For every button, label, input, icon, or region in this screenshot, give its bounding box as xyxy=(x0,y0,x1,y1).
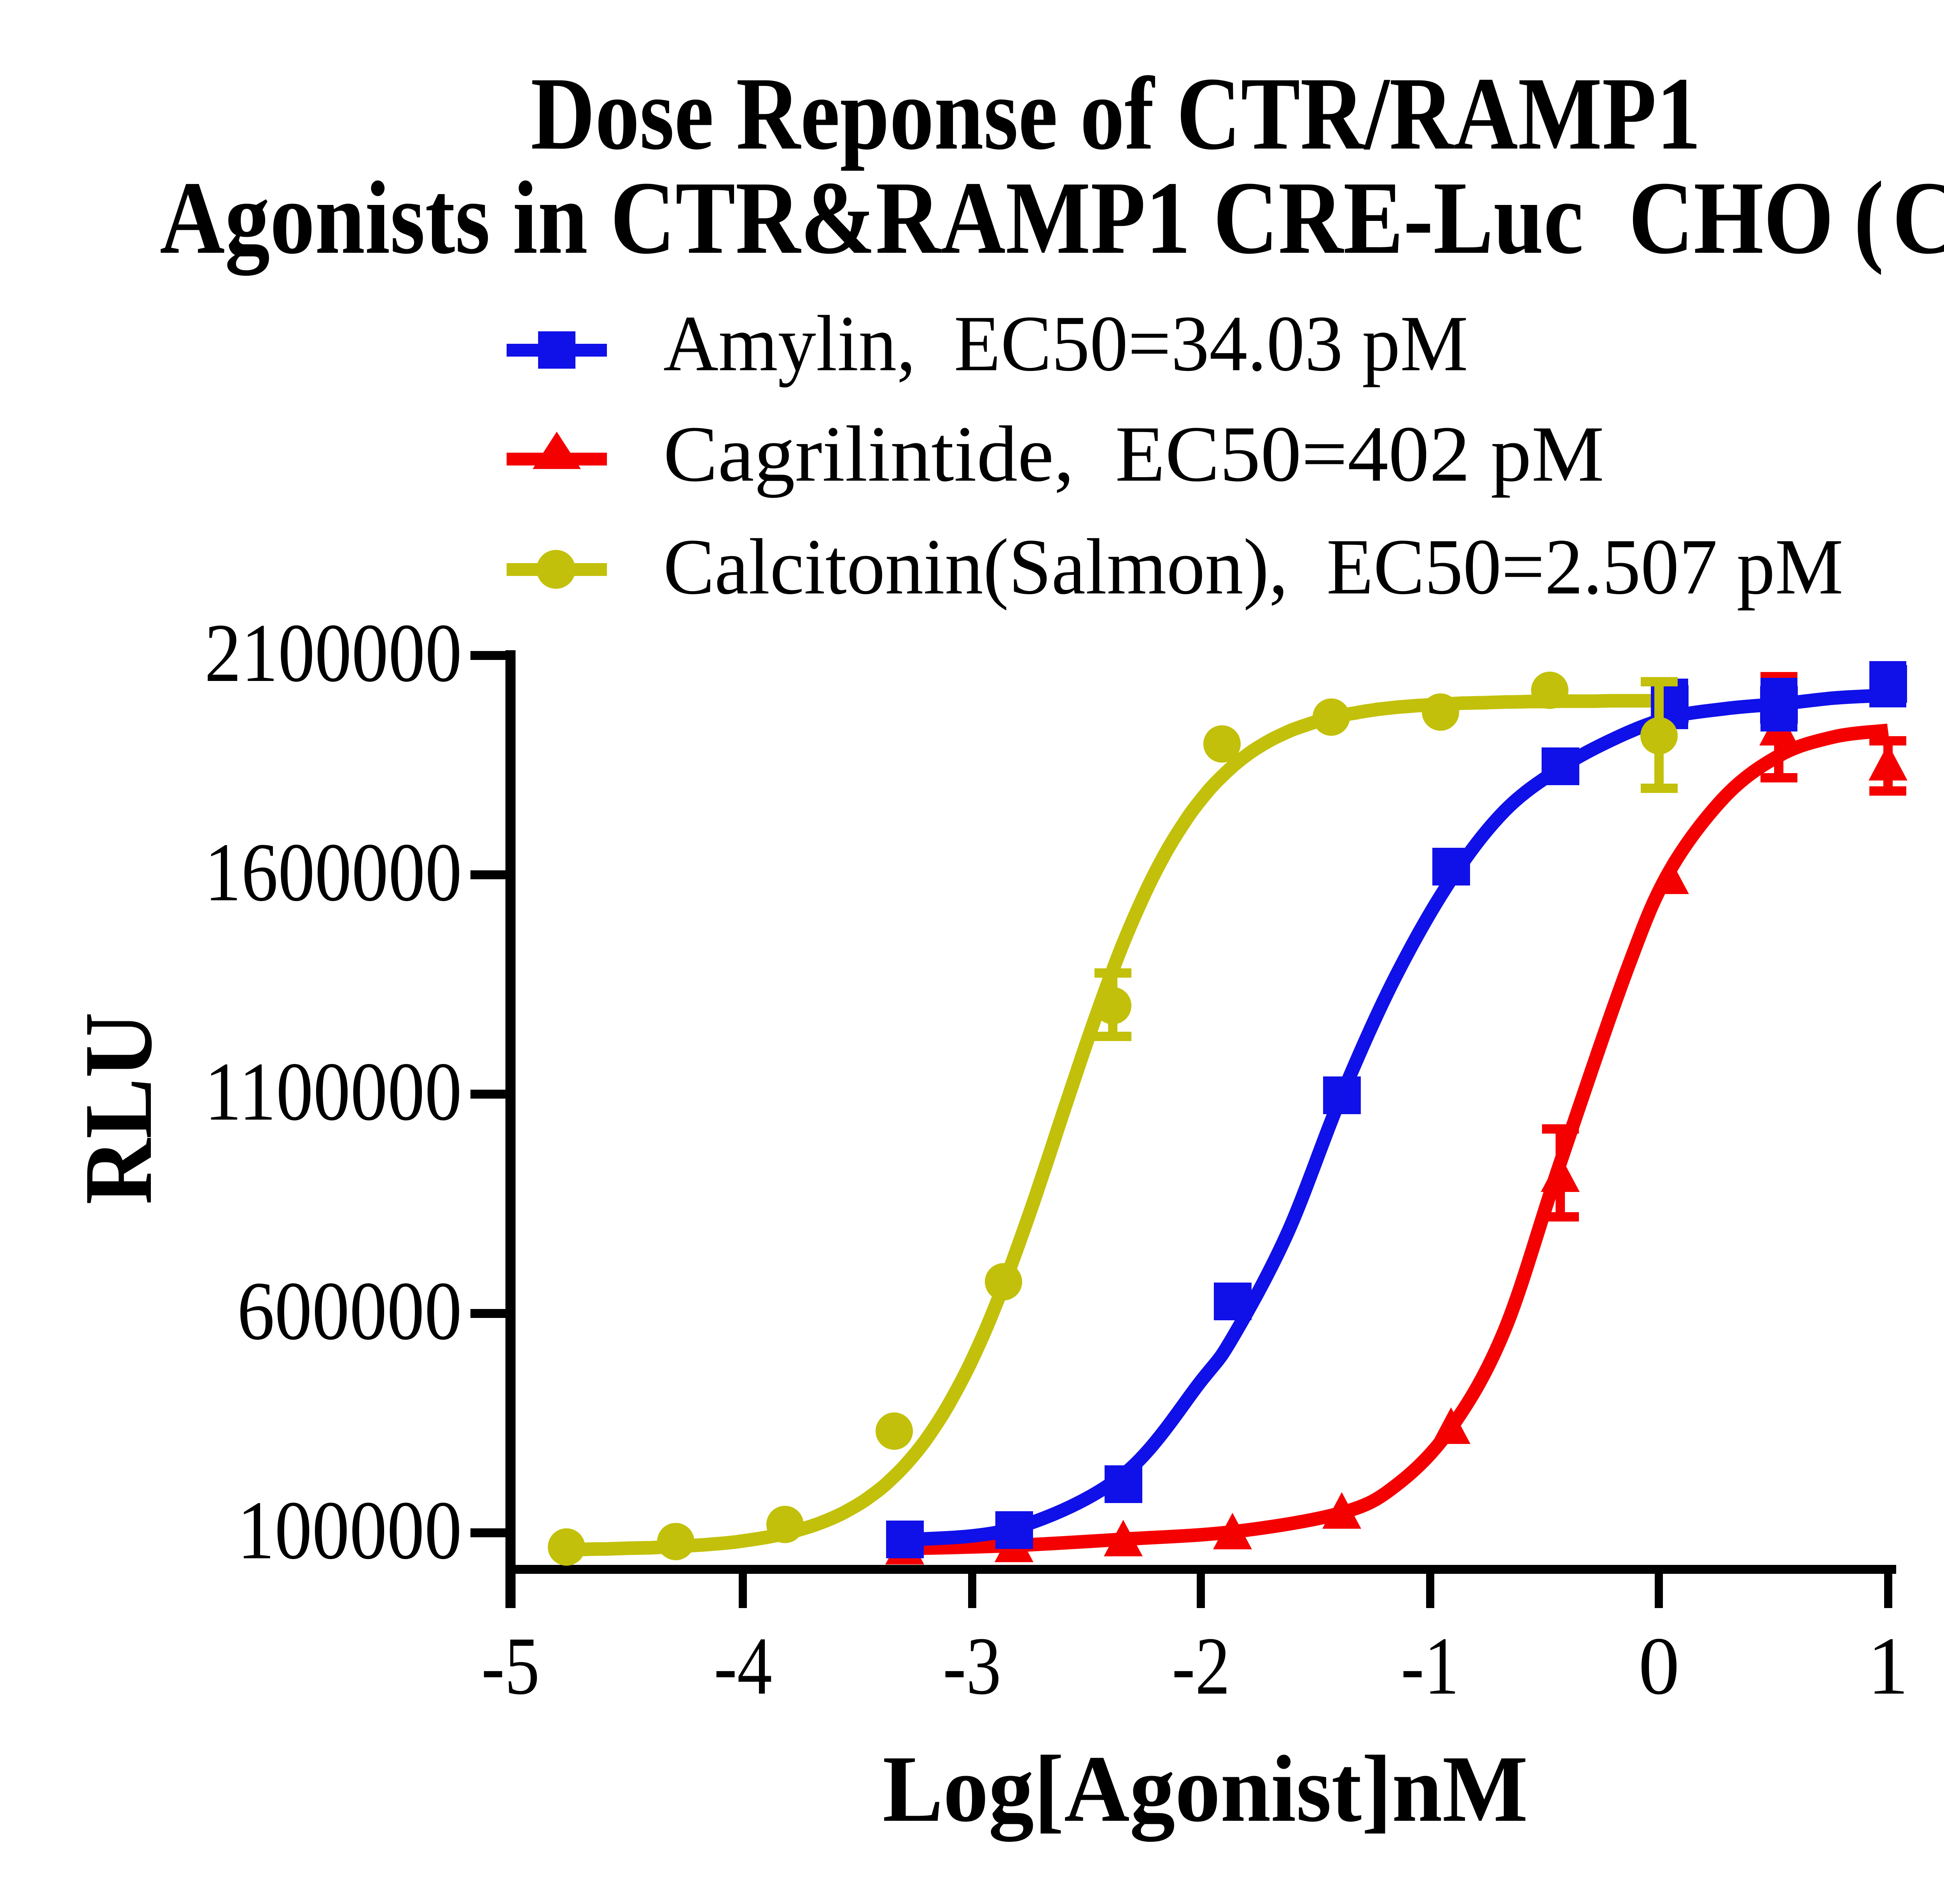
svg-text:-1: -1 xyxy=(1401,1620,1459,1712)
svg-text:600000: 600000 xyxy=(237,1264,462,1357)
svg-text:Agonists in CTR&RAMP1 CRE-Luc: Agonists in CTR&RAMP1 CRE-Luc CHO(C17) xyxy=(160,160,1944,277)
svg-text:-4: -4 xyxy=(714,1620,772,1712)
svg-text:-5: -5 xyxy=(481,1620,540,1712)
svg-text:1100000: 1100000 xyxy=(205,1045,462,1138)
svg-text:Log[Agonist]nM: Log[Agonist]nM xyxy=(883,1736,1528,1842)
svg-text:Dose Reponse of CTR/RAMP1: Dose Reponse of CTR/RAMP1 xyxy=(531,56,1701,172)
svg-text:Calcitonin(Salmon), EC50=2.50: Calcitonin(Salmon), EC50=2.507 pM xyxy=(663,523,1843,611)
svg-text:RLU: RLU xyxy=(65,1012,172,1205)
svg-text:-2: -2 xyxy=(1172,1620,1230,1712)
svg-text:100000: 100000 xyxy=(237,1484,462,1577)
svg-text:1600000: 1600000 xyxy=(205,826,462,919)
svg-text:-3: -3 xyxy=(943,1620,1001,1712)
svg-text:Cagrilintide, EC50=402 pM: Cagrilintide, EC50=402 pM xyxy=(663,410,1604,498)
svg-text:0: 0 xyxy=(1638,1620,1680,1712)
svg-text:1: 1 xyxy=(1867,1620,1909,1712)
svg-text:2100000: 2100000 xyxy=(205,606,462,699)
svg-text:Amylin, EC50=34.03 pM: Amylin, EC50=34.03 pM xyxy=(663,299,1468,388)
